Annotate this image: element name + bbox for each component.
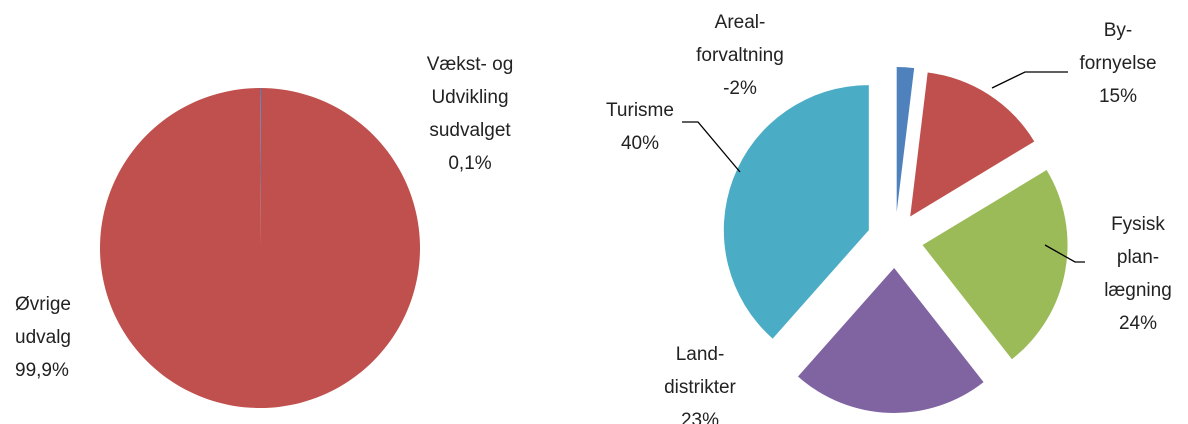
pie-slice [896,67,915,213]
slice-value-label: 99,9% [15,360,69,381]
leader-line [1044,244,1085,263]
leader-line [682,121,741,173]
slice-label: Fysisk plan-lægning [1104,214,1172,301]
slice-label: Turisme [606,100,674,121]
slice-label: Øvrige udvalg [15,294,71,348]
pie-slice [260,88,262,248]
slice-label: Areal-forvaltning [696,12,784,66]
slice-label: By-fornyelse [1079,20,1156,74]
slice-value-label: 0,1% [448,153,491,174]
pie-slice [723,85,869,339]
leader-line [991,71,1068,89]
slice-value-label: 24% [1119,313,1157,334]
slice-label: Land-distrikter [664,344,736,398]
slice-value-label: 15% [1099,86,1137,107]
pie-slice [100,88,421,408]
slice-value-label: 23% [681,410,719,424]
pie-slice [910,72,1035,217]
slice-label: Vækst- og Udvikling sudvalget [427,54,514,141]
pie-slice [922,170,1068,360]
slice-value-label: -2% [723,78,757,99]
slice-value-label: 40% [621,133,659,154]
pie-slice [798,267,984,413]
